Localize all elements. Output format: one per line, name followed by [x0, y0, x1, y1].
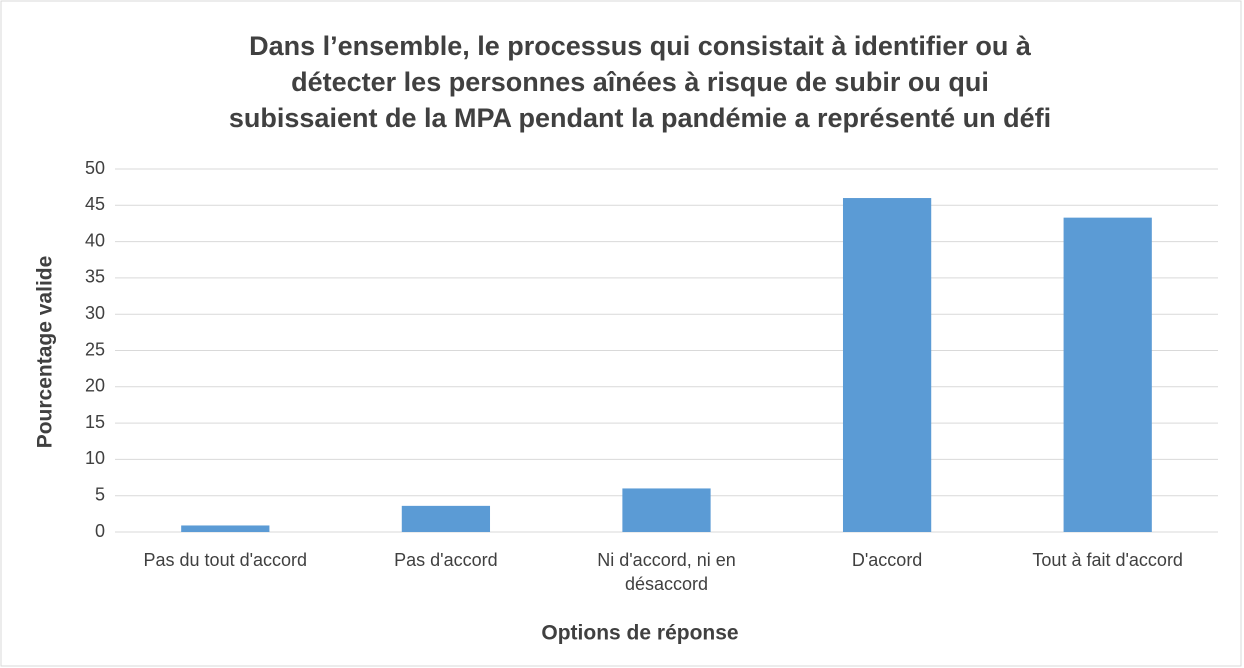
- y-tick-label: 10: [85, 448, 105, 468]
- y-tick-label: 40: [85, 230, 105, 250]
- y-tick-label: 0: [95, 521, 105, 541]
- x-tick-label: Pas du tout d'accord: [143, 550, 308, 570]
- chart-title: Dans l’ensemble, le processus qui consis…: [249, 31, 1032, 61]
- y-tick-label: 30: [85, 303, 105, 323]
- y-tick-label: 50: [85, 158, 105, 178]
- x-tick-label: D'accord: [851, 550, 923, 570]
- chart-title: subissaient de la MPA pendant la pandémi…: [229, 103, 1051, 133]
- y-tick-label: 5: [95, 484, 105, 504]
- y-tick-label: 15: [85, 412, 105, 432]
- y-tick-label: 35: [85, 267, 105, 287]
- x-tick-label: Pas d'accord: [394, 550, 498, 570]
- y-tick-label: 20: [85, 376, 105, 396]
- bar: [842, 198, 932, 533]
- bar: [401, 505, 491, 532]
- chart-title: détecter les personnes aînées à risque d…: [291, 67, 989, 97]
- y-tick-label: 25: [85, 339, 105, 359]
- x-tick-label: Tout à fait d'accord: [1032, 550, 1183, 570]
- bar: [1063, 217, 1152, 532]
- bar: [622, 488, 711, 532]
- bar: [181, 525, 270, 532]
- x-tick-label: Ni d'accord, ni en désaccord: [597, 550, 736, 594]
- y-tick-label: 45: [85, 194, 105, 214]
- x-axis-title: Options de réponse: [541, 622, 738, 645]
- y-axis-title: Pourcentage valide: [34, 256, 57, 449]
